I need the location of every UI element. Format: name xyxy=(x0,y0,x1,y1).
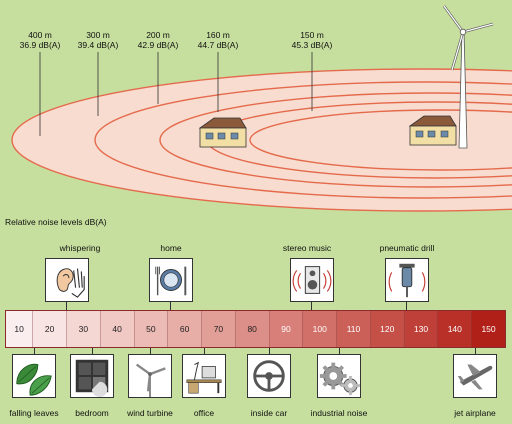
tick-whispering xyxy=(66,302,67,310)
noise-scale-bar: 10 20 30 40 50 60 70 80 90 100 110 120 130 140 150 xyxy=(5,310,506,348)
scale-cell: 30 xyxy=(66,311,101,347)
stereo-speaker-icon xyxy=(290,258,334,302)
tick-home xyxy=(170,302,171,310)
scale-cell: 20 xyxy=(33,311,67,347)
tick-industrial xyxy=(339,348,340,354)
label-office: office xyxy=(193,408,215,418)
label-home: home xyxy=(160,243,182,253)
distance-label-300m: 300 m 39.4 dB(A) xyxy=(77,30,119,50)
scale-cell: 80 xyxy=(235,311,270,347)
tick-drill xyxy=(406,302,407,310)
label-whispering: whispering xyxy=(59,243,101,253)
contour-200m xyxy=(159,92,512,188)
pneumatic-drill-icon xyxy=(385,258,429,302)
wind-turbine xyxy=(442,5,494,149)
scale-cell: 10 xyxy=(6,311,34,347)
whispering-ear-icon xyxy=(45,258,89,302)
scale-cell: 60 xyxy=(168,311,203,347)
distance-label-200m: 200 m 42.9 dB(A) xyxy=(137,30,179,50)
falling-leaves-icon xyxy=(12,354,56,398)
tick-stereo xyxy=(311,302,312,310)
label-inside-car: inside car xyxy=(250,408,288,418)
contour-300m xyxy=(94,81,512,199)
jet-airplane-icon xyxy=(453,354,497,398)
steering-wheel-icon xyxy=(247,354,291,398)
house-near-contour xyxy=(198,117,247,148)
tick-office xyxy=(204,348,205,354)
bedroom-window-icon xyxy=(70,354,114,398)
leader-lines xyxy=(39,52,313,136)
tick-turbine xyxy=(150,348,151,354)
scale-cell: 100 xyxy=(303,311,338,347)
scale-cell: 150 xyxy=(472,311,505,347)
office-desk-icon xyxy=(182,354,226,398)
industrial-gear-icon xyxy=(317,354,361,398)
label-wind-turbine: wind turbine xyxy=(127,408,173,418)
scale-cell: 70 xyxy=(202,311,236,347)
scale-cell: 130 xyxy=(404,311,439,347)
distance-label-150m: 150 m 45.3 dB(A) xyxy=(291,30,333,50)
label-industrial-noise: industrial noise xyxy=(310,408,368,418)
scale-cell: 90 xyxy=(269,311,304,347)
scale-cell: 50 xyxy=(134,311,169,347)
distance-label-160m: 160 m 44.7 dB(A) xyxy=(197,30,239,50)
noise-contour-illustration xyxy=(11,5,512,212)
label-jet-airplane: jet airplane xyxy=(454,408,496,418)
scale-cell: 110 xyxy=(337,311,371,347)
section-title: Relative noise levels dB(A) xyxy=(5,217,107,227)
scale-cell: 120 xyxy=(370,311,405,347)
tick-leaves xyxy=(34,348,35,354)
wind-turbine-icon xyxy=(128,354,172,398)
tick-bedroom xyxy=(92,348,93,354)
scale-cell: 140 xyxy=(438,311,473,347)
contour-400m xyxy=(11,68,512,212)
tick-jet xyxy=(475,348,476,354)
contour-150m xyxy=(249,109,512,171)
home-plate-icon xyxy=(149,258,193,302)
label-bedroom: bedroom xyxy=(75,408,109,418)
house-near-turbine xyxy=(408,115,457,146)
distance-label-400m: 400 m 36.9 dB(A) xyxy=(19,30,61,50)
label-pneumatic-drill: pneumatic drill xyxy=(379,243,435,253)
label-stereo-music: stereo music xyxy=(282,243,332,253)
contour-field xyxy=(11,68,512,212)
label-falling-leaves: falling leaves xyxy=(9,408,59,418)
scale-cell: 40 xyxy=(100,311,135,347)
tick-car xyxy=(269,348,270,354)
